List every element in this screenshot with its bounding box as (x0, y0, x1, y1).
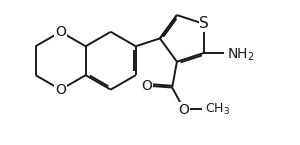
Text: O: O (179, 103, 190, 117)
Text: NH$_2$: NH$_2$ (227, 46, 255, 63)
Text: S: S (200, 17, 209, 31)
Text: O: O (55, 83, 66, 97)
Text: O: O (55, 25, 66, 39)
Text: O: O (141, 79, 152, 93)
Text: CH$_3$: CH$_3$ (205, 102, 230, 117)
